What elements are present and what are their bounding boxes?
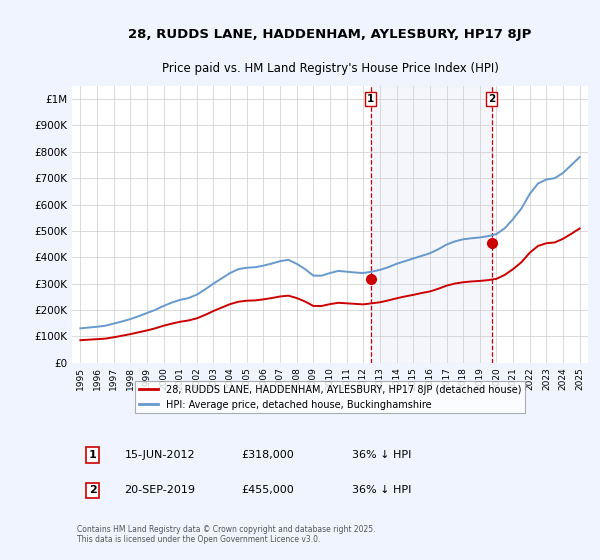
Text: 2: 2	[89, 486, 97, 495]
Text: 1: 1	[367, 94, 374, 104]
Text: Contains HM Land Registry data © Crown copyright and database right 2025.
This d: Contains HM Land Registry data © Crown c…	[77, 525, 376, 544]
Text: £455,000: £455,000	[242, 486, 295, 495]
Text: 2: 2	[488, 94, 496, 104]
Text: 20-SEP-2019: 20-SEP-2019	[124, 486, 195, 495]
Text: £318,000: £318,000	[242, 450, 295, 460]
Text: 15-JUN-2012: 15-JUN-2012	[124, 450, 195, 460]
Text: 36% ↓ HPI: 36% ↓ HPI	[352, 486, 411, 495]
Legend: 28, RUDDS LANE, HADDENHAM, AYLESBURY, HP17 8JP (detached house), HPI: Average pr: 28, RUDDS LANE, HADDENHAM, AYLESBURY, HP…	[135, 381, 525, 413]
Bar	[371, 86, 492, 363]
Text: 36% ↓ HPI: 36% ↓ HPI	[352, 450, 411, 460]
Text: Price paid vs. HM Land Registry's House Price Index (HPI): Price paid vs. HM Land Registry's House …	[161, 62, 499, 75]
Text: 1: 1	[89, 450, 97, 460]
Text: 28, RUDDS LANE, HADDENHAM, AYLESBURY, HP17 8JP: 28, RUDDS LANE, HADDENHAM, AYLESBURY, HP…	[128, 27, 532, 40]
